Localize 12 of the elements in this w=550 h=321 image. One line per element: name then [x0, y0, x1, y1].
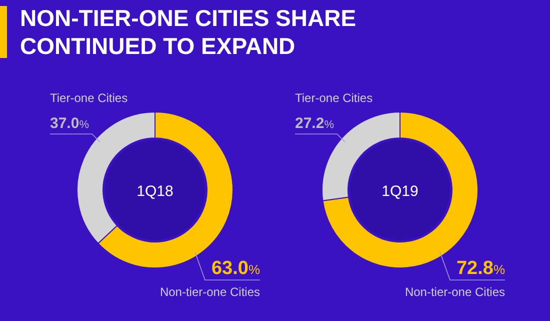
data-label: 27.2% — [295, 115, 334, 132]
data-label: 63.0% — [211, 258, 260, 279]
slice-label: Tier-one Cities — [50, 91, 128, 105]
text: CONTINUED TO EXPAND — [20, 33, 296, 59]
text: NON-TIER-ONE CITIES SHARE — [20, 5, 356, 31]
slice-label: Non-tier-one Cities — [404, 285, 505, 299]
text: 1Q19 — [382, 183, 418, 200]
data-label: 72.8% — [456, 258, 506, 279]
slice-label: Non-tier-one Cities — [160, 285, 260, 299]
slice-label: Tier-one Cities — [295, 91, 373, 105]
text: 1Q18 — [136, 183, 174, 200]
data-label: 37.0% — [50, 115, 90, 132]
